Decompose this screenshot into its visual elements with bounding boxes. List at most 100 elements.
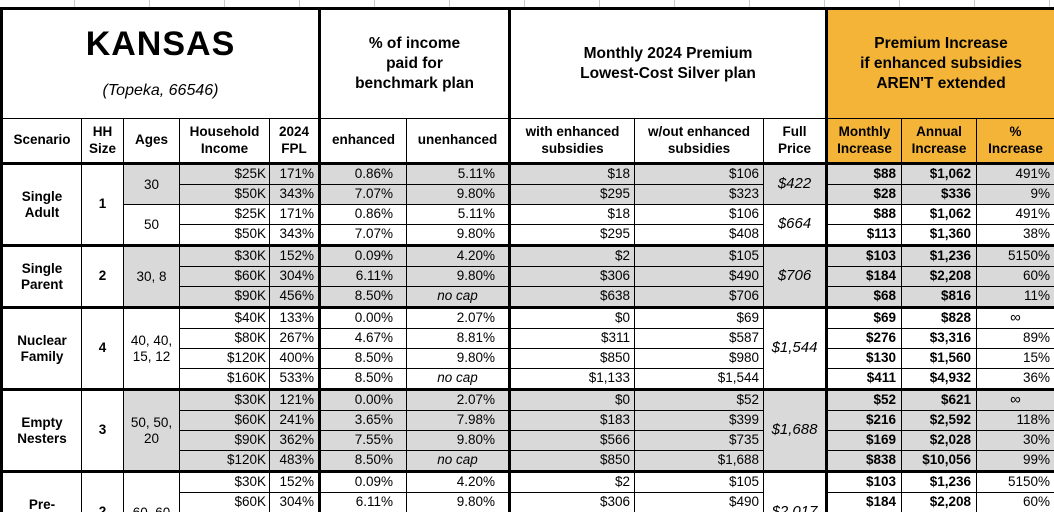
monthly-increase-cell[interactable]: $184 <box>825 492 903 512</box>
pct-increase-cell[interactable]: 5150% <box>976 244 1054 268</box>
premium-wout-subsidies-cell[interactable]: $706 <box>634 286 764 309</box>
pct-increase-cell[interactable]: 99% <box>976 450 1054 473</box>
monthly-increase-cell[interactable]: $184 <box>825 266 903 288</box>
hh-size-cell[interactable]: 1 <box>81 162 124 247</box>
pct-increase-cell[interactable]: 5150% <box>976 470 1054 494</box>
pct-increase-cell[interactable]: 15% <box>976 348 1054 370</box>
enhanced-pct-cell[interactable]: 0.09% <box>318 470 407 494</box>
monthly-increase-cell[interactable]: $113 <box>825 224 903 247</box>
ages-cell[interactable]: 60, 60 <box>123 470 180 512</box>
fpl-cell[interactable]: 152% <box>269 244 320 268</box>
household-income-cell[interactable]: $120K <box>179 348 270 370</box>
premium-with-subsidies-cell[interactable]: $183 <box>508 410 635 432</box>
household-income-cell[interactable]: $25K <box>179 162 270 186</box>
monthly-increase-cell[interactable]: $68 <box>825 286 903 309</box>
household-income-cell[interactable]: $60K <box>179 266 270 288</box>
annual-increase-cell[interactable]: $2,028 <box>901 430 978 452</box>
scenario-cell[interactable]: Single Adult <box>1 162 82 247</box>
fpl-cell[interactable]: 456% <box>269 286 320 309</box>
pct-increase-cell[interactable]: 36% <box>976 368 1054 391</box>
premium-with-subsidies-cell[interactable]: $850 <box>508 450 635 473</box>
annual-increase-cell[interactable]: $1,360 <box>901 224 978 247</box>
fpl-cell[interactable]: 152% <box>269 470 320 494</box>
household-income-cell[interactable]: $30K <box>179 388 270 412</box>
fpl-cell[interactable]: 133% <box>269 306 320 330</box>
household-income-cell[interactable]: $80K <box>179 328 270 350</box>
unenhanced-pct-cell[interactable]: 9.80% <box>406 492 510 512</box>
unenhanced-pct-cell[interactable]: 9.80% <box>406 266 510 288</box>
monthly-increase-cell[interactable]: $69 <box>825 306 903 330</box>
unenhanced-pct-cell[interactable]: 9.80% <box>406 430 510 452</box>
monthly-increase-cell[interactable]: $103 <box>825 244 903 268</box>
household-income-cell[interactable]: $120K <box>179 450 270 473</box>
household-income-cell[interactable]: $90K <box>179 430 270 452</box>
premium-wout-subsidies-cell[interactable]: $490 <box>634 492 764 512</box>
enhanced-pct-cell[interactable]: 4.67% <box>318 328 407 350</box>
premium-with-subsidies-cell[interactable]: $0 <box>508 388 635 412</box>
enhanced-pct-cell[interactable]: 7.07% <box>318 224 407 247</box>
hh-size-cell[interactable]: 2 <box>81 244 124 309</box>
pct-increase-cell[interactable]: 60% <box>976 492 1054 512</box>
fpl-cell[interactable]: 304% <box>269 492 320 512</box>
scenario-cell[interactable]: Nuclear Family <box>1 306 82 391</box>
annual-increase-cell[interactable]: $2,592 <box>901 410 978 432</box>
col-header-wout-subsidies[interactable]: w/out enhanced subsidies <box>634 118 764 166</box>
pct-increase-cell[interactable]: 38% <box>976 224 1054 247</box>
premium-wout-subsidies-cell[interactable]: $106 <box>634 204 764 226</box>
household-income-cell[interactable]: $25K <box>179 204 270 226</box>
unenhanced-pct-cell[interactable]: 2.07% <box>406 306 510 330</box>
col-header-hh-size[interactable]: HH Size <box>81 118 124 166</box>
premium-wout-subsidies-cell[interactable]: $69 <box>634 306 764 330</box>
monthly-increase-cell[interactable]: $103 <box>825 470 903 494</box>
pct-increase-cell[interactable]: 89% <box>976 328 1054 350</box>
enhanced-pct-cell[interactable]: 0.00% <box>318 306 407 330</box>
fpl-cell[interactable]: 343% <box>269 184 320 206</box>
premium-with-subsidies-cell[interactable]: $0 <box>508 306 635 330</box>
household-income-cell[interactable]: $30K <box>179 244 270 268</box>
pct-income-section-header[interactable]: % of income paid for benchmark plan <box>318 7 510 120</box>
hh-size-cell[interactable]: 4 <box>81 306 124 391</box>
monthly-increase-cell[interactable]: $28 <box>825 184 903 206</box>
premium-wout-subsidies-cell[interactable]: $106 <box>634 162 764 186</box>
col-header-fpl[interactable]: 2024 FPL <box>269 118 320 166</box>
pct-increase-cell[interactable]: 491% <box>976 204 1054 226</box>
household-income-cell[interactable]: $50K <box>179 224 270 247</box>
household-income-cell[interactable]: $30K <box>179 470 270 494</box>
premium-with-subsidies-cell[interactable]: $2 <box>508 470 635 494</box>
fpl-cell[interactable]: 343% <box>269 224 320 247</box>
unenhanced-pct-cell[interactable]: 4.20% <box>406 244 510 268</box>
annual-increase-cell[interactable]: $1,062 <box>901 162 978 186</box>
annual-increase-cell[interactable]: $10,056 <box>901 450 978 473</box>
premium-wout-subsidies-cell[interactable]: $105 <box>634 244 764 268</box>
pct-increase-cell[interactable]: 11% <box>976 286 1054 309</box>
unenhanced-pct-cell[interactable]: 4.20% <box>406 470 510 494</box>
premium-with-subsidies-cell[interactable]: $850 <box>508 348 635 370</box>
enhanced-pct-cell[interactable]: 6.11% <box>318 492 407 512</box>
scenario-cell[interactable]: Empty Nesters <box>1 388 82 473</box>
premium-section-header[interactable]: Monthly 2024 Premium Lowest-Cost Silver … <box>507 7 828 120</box>
scenario-cell[interactable]: Single Parent <box>1 244 82 309</box>
annual-increase-cell[interactable]: $828 <box>901 306 978 330</box>
premium-with-subsidies-cell[interactable]: $1,133 <box>508 368 635 391</box>
premium-with-subsidies-cell[interactable]: $2 <box>508 244 635 268</box>
col-header-ages[interactable]: Ages <box>123 118 180 166</box>
pct-increase-cell[interactable]: 30% <box>976 430 1054 452</box>
full-price-cell[interactable]: $664 <box>762 204 828 247</box>
enhanced-pct-cell[interactable]: 8.50% <box>318 450 407 473</box>
monthly-increase-cell[interactable]: $130 <box>825 348 903 370</box>
household-income-cell[interactable]: $60K <box>179 492 270 512</box>
scenario-cell[interactable]: Pre-Retirees <box>1 470 82 512</box>
premium-with-subsidies-cell[interactable]: $18 <box>508 204 635 226</box>
premium-with-subsidies-cell[interactable]: $311 <box>508 328 635 350</box>
monthly-increase-cell[interactable]: $411 <box>825 368 903 391</box>
premium-wout-subsidies-cell[interactable]: $735 <box>634 430 764 452</box>
fpl-cell[interactable]: 121% <box>269 388 320 412</box>
premium-with-subsidies-cell[interactable]: $295 <box>508 224 635 247</box>
col-header-full-price[interactable]: Full Price <box>762 118 828 166</box>
col-header-income[interactable]: Household Income <box>179 118 270 166</box>
enhanced-pct-cell[interactable]: 0.09% <box>318 244 407 268</box>
annual-increase-cell[interactable]: $2,208 <box>901 266 978 288</box>
hh-size-cell[interactable]: 2 <box>81 470 124 512</box>
premium-wout-subsidies-cell[interactable]: $490 <box>634 266 764 288</box>
premium-wout-subsidies-cell[interactable]: $980 <box>634 348 764 370</box>
